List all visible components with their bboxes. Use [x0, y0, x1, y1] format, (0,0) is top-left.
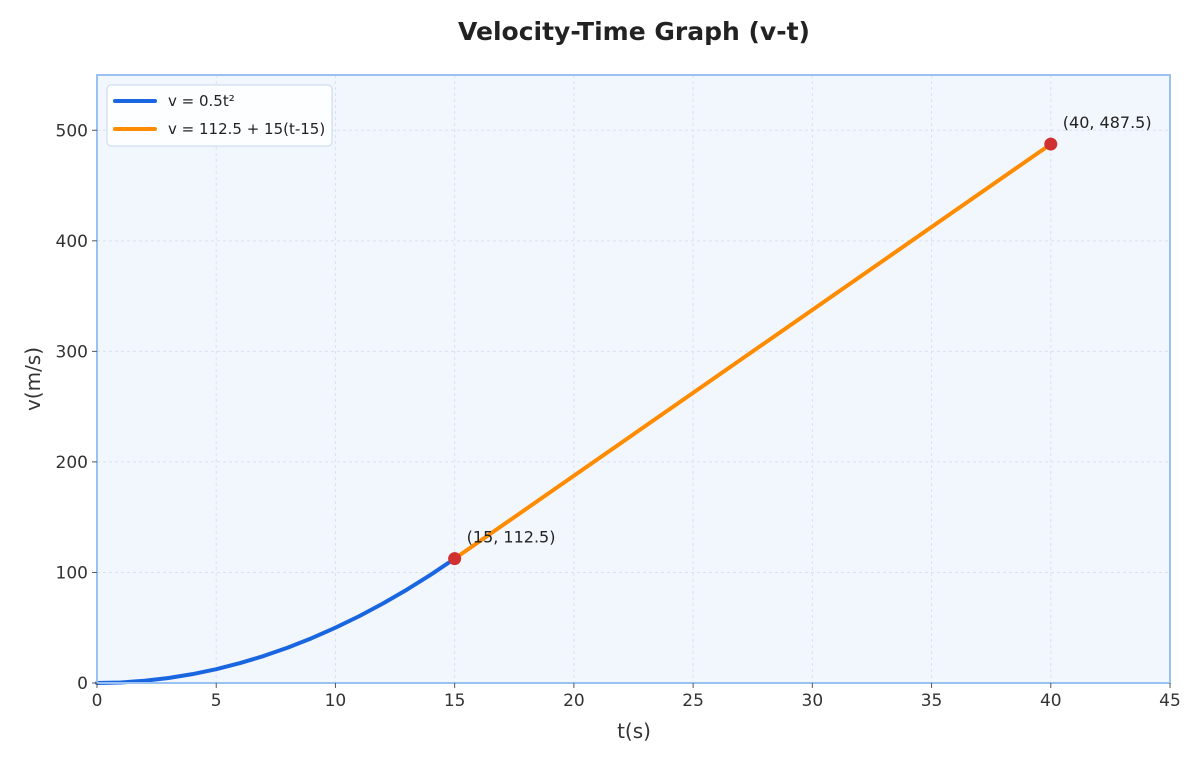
x-tick-label-8: 40 [1040, 691, 1062, 711]
x-tick-label-1: 5 [211, 691, 222, 711]
plot-area [97, 75, 1170, 683]
x-tick-label-2: 10 [325, 691, 347, 711]
x-tick-label-4: 20 [563, 691, 585, 711]
axis-ticks: 0 5 10 15 20 25 30 35 40 45 0 100 200 300 400 500 [56, 121, 1181, 711]
point-annotation-2: (40, 487.5) [1063, 113, 1152, 132]
series-line-2 [452, 142, 1053, 561]
x-tick-label-0: 0 [92, 691, 103, 711]
x-tick-label-6: 30 [802, 691, 824, 711]
plot-border [96, 74, 1171, 684]
x-tick-label-7: 35 [921, 691, 943, 711]
x-tick-label-5: 25 [682, 691, 704, 711]
y-tick-label-3: 300 [56, 342, 88, 362]
series-layer [95, 142, 1053, 685]
y-tick-label-4: 400 [56, 232, 88, 252]
x-axis-label: t(s) [617, 719, 651, 743]
data-point-2 [1044, 137, 1058, 151]
y-tick-label-5: 500 [56, 121, 88, 141]
y-tick-label-1: 100 [56, 563, 88, 583]
legend: v = 0.5t² v = 112.5 + 15(t-15) [106, 84, 333, 147]
point-annotation-1: (15, 112.5) [467, 528, 556, 547]
annotated-points: (15, 112.5) (40, 487.5) [448, 113, 1152, 566]
series-line-1 [95, 556, 457, 685]
legend-box [106, 84, 333, 147]
y-axis-label: v(m/s) [21, 347, 45, 411]
y-tick-label-0: 0 [77, 674, 88, 694]
legend-label-1: v = 0.5t² [168, 92, 235, 110]
data-point-1 [448, 552, 462, 566]
y-tick-label-2: 200 [56, 453, 88, 473]
chart-title: Velocity-Time Graph (v-t) [458, 17, 810, 46]
legend-label-2: v = 112.5 + 15(t-15) [168, 120, 325, 138]
x-tick-label-9: 45 [1159, 691, 1181, 711]
x-tick-label-3: 15 [444, 691, 466, 711]
